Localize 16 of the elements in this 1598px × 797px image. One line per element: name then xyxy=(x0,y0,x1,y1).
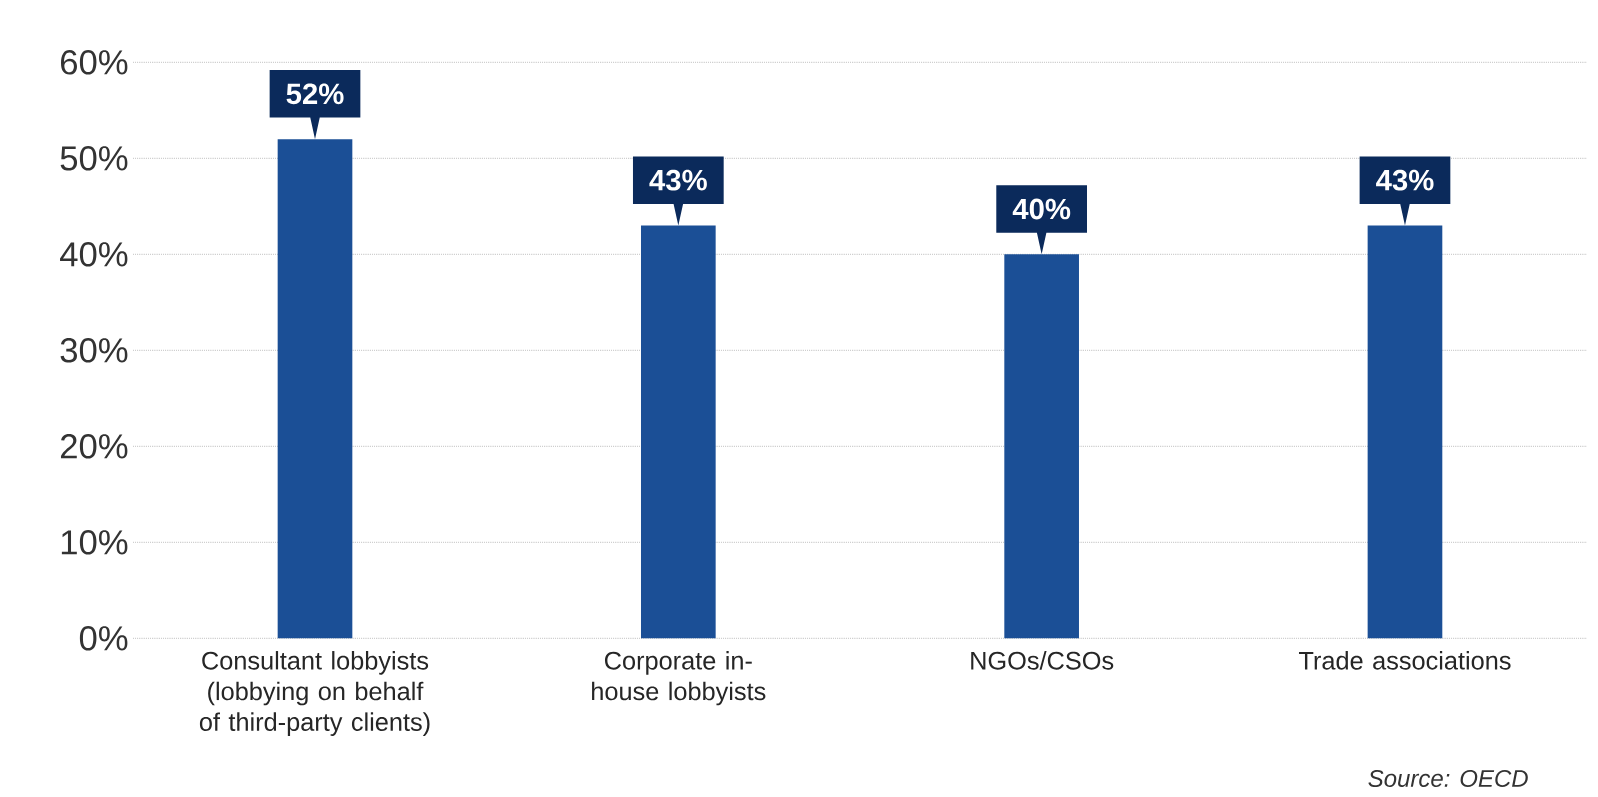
x-tick-label: Corporate in-house lobbyists xyxy=(592,651,766,706)
data-label: 52% xyxy=(286,83,344,105)
y-tick-label: 10% xyxy=(61,530,128,555)
y-tick-label: 20% xyxy=(60,434,128,459)
y-tick-label: 30% xyxy=(60,338,128,363)
y-tick-label: 60% xyxy=(61,50,128,75)
data-label: 43% xyxy=(649,169,707,191)
source-note: Source: OECD xyxy=(1368,769,1528,787)
x-tick-label: NGOs/CSOs xyxy=(971,651,1114,670)
y-tick-label: 40% xyxy=(60,242,128,267)
y-tick-label: 50% xyxy=(60,146,128,171)
y-tick-label: 0% xyxy=(79,626,128,651)
data-label: 40% xyxy=(1012,198,1071,220)
x-tick-label: Trade associations xyxy=(1298,651,1511,670)
x-tick-label: Consultant lobbyists (lobbying on behalf of third-party clients) xyxy=(199,651,430,736)
data-label: 43% xyxy=(1376,169,1434,191)
